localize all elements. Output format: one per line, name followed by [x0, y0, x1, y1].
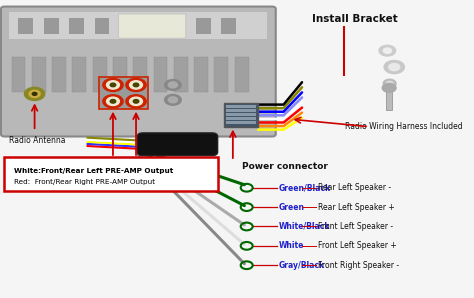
- Text: Front Right Speaker -: Front Right Speaker -: [318, 261, 399, 270]
- Bar: [94, 18, 109, 34]
- Circle shape: [168, 97, 178, 103]
- Bar: [224, 103, 258, 127]
- Bar: [133, 57, 147, 92]
- Circle shape: [164, 94, 181, 105]
- Bar: [226, 105, 256, 108]
- Text: Front Left Speaker -: Front Left Speaker -: [318, 222, 393, 231]
- Bar: [145, 18, 160, 34]
- Circle shape: [32, 92, 37, 95]
- Circle shape: [110, 100, 116, 103]
- Text: Radio Wiring Harness Included: Radio Wiring Harness Included: [345, 122, 462, 131]
- FancyBboxPatch shape: [4, 157, 218, 191]
- Bar: [154, 57, 167, 92]
- Text: Power connector: Power connector: [242, 162, 328, 171]
- Bar: [235, 57, 248, 92]
- Bar: [44, 18, 59, 34]
- Bar: [120, 18, 135, 34]
- Circle shape: [107, 97, 119, 105]
- FancyBboxPatch shape: [118, 14, 186, 38]
- Circle shape: [103, 78, 123, 91]
- Bar: [52, 57, 66, 92]
- Bar: [226, 121, 256, 124]
- Circle shape: [25, 87, 45, 100]
- Text: Gray/Black: Gray/Black: [279, 261, 325, 270]
- Circle shape: [386, 81, 393, 86]
- Circle shape: [383, 48, 392, 53]
- Circle shape: [389, 63, 400, 71]
- Circle shape: [107, 81, 119, 89]
- Bar: [226, 117, 256, 120]
- Circle shape: [164, 80, 181, 90]
- Circle shape: [133, 83, 139, 87]
- Bar: [196, 18, 211, 34]
- Text: Radio Antenna: Radio Antenna: [9, 136, 66, 145]
- Bar: [113, 57, 127, 92]
- Circle shape: [129, 81, 143, 89]
- Text: Install Bracket: Install Bracket: [312, 14, 398, 24]
- Text: Rear Left Speaker +: Rear Left Speaker +: [318, 203, 395, 212]
- Bar: [226, 109, 256, 112]
- Circle shape: [168, 82, 178, 88]
- Bar: [9, 12, 267, 39]
- Bar: [32, 57, 46, 92]
- Circle shape: [29, 90, 40, 97]
- Circle shape: [382, 83, 396, 92]
- Text: White: White: [279, 241, 304, 250]
- Bar: [214, 57, 228, 92]
- Bar: [386, 89, 392, 110]
- Bar: [11, 57, 26, 92]
- Bar: [171, 18, 185, 34]
- Text: Front Left Speaker +: Front Left Speaker +: [318, 241, 397, 250]
- Bar: [99, 77, 147, 109]
- Bar: [194, 57, 208, 92]
- Circle shape: [384, 60, 404, 74]
- Bar: [174, 57, 188, 92]
- Text: Green: Green: [279, 203, 305, 212]
- Circle shape: [110, 83, 116, 87]
- Circle shape: [379, 45, 396, 56]
- Circle shape: [126, 95, 146, 108]
- Circle shape: [133, 100, 139, 103]
- Text: White:Front/Rear Left PRE-AMP Output: White:Front/Rear Left PRE-AMP Output: [14, 168, 173, 174]
- Bar: [69, 18, 84, 34]
- Bar: [73, 57, 86, 92]
- Text: White/Black: White/Black: [279, 222, 330, 231]
- Bar: [221, 18, 236, 34]
- Text: Green/Black: Green/Black: [279, 183, 331, 192]
- Text: Rear Left Speaker -: Rear Left Speaker -: [318, 183, 392, 192]
- Circle shape: [129, 97, 143, 105]
- Bar: [93, 57, 107, 92]
- Text: Red:  Front/Rear Right PRE-AMP Output: Red: Front/Rear Right PRE-AMP Output: [14, 179, 155, 185]
- Bar: [226, 113, 256, 116]
- FancyBboxPatch shape: [137, 133, 218, 156]
- FancyBboxPatch shape: [1, 7, 276, 136]
- Circle shape: [383, 79, 396, 88]
- Circle shape: [126, 78, 146, 91]
- Circle shape: [103, 95, 123, 108]
- Bar: [18, 18, 33, 34]
